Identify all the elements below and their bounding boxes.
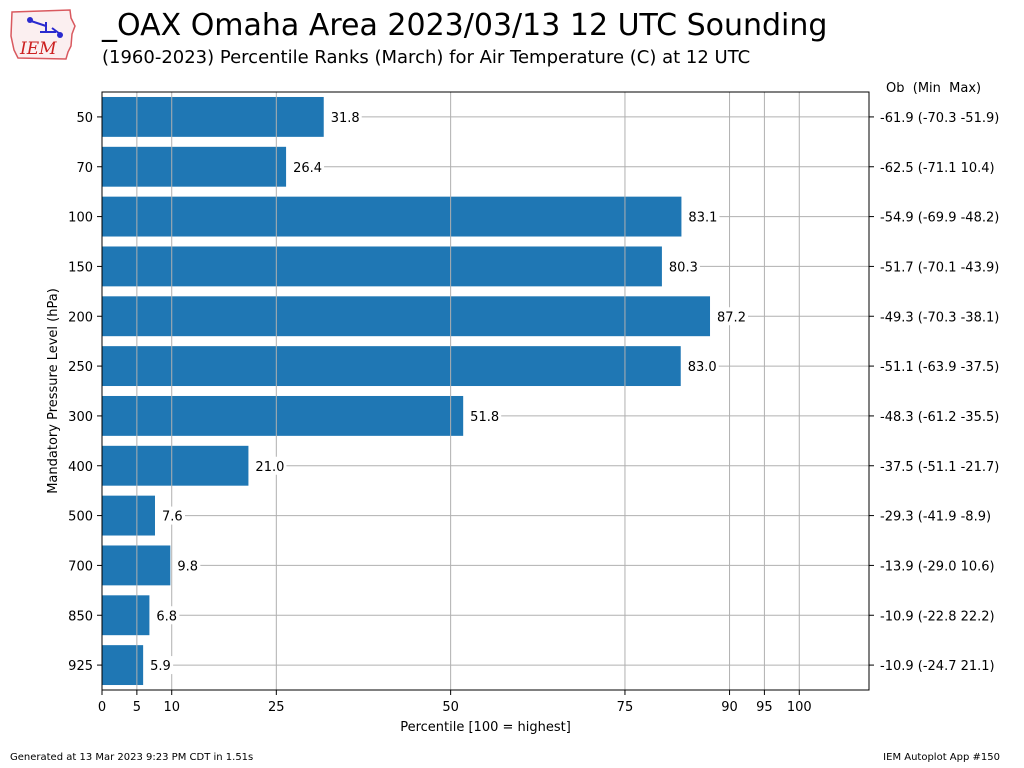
plot-frame <box>101 91 870 691</box>
value-label: 6.8 <box>156 609 177 624</box>
y-axis-label: Mandatory Pressure Level (hPa) <box>46 288 61 494</box>
bar-150 <box>102 246 662 287</box>
bar-200 <box>102 296 711 337</box>
y-tick-label: 700 <box>68 559 93 574</box>
bar-70 <box>102 146 287 187</box>
value-label-bg <box>685 207 720 226</box>
logo-text: IEM <box>19 39 57 59</box>
y-tick-label: 400 <box>68 460 93 475</box>
x-tick-label: 90 <box>721 700 738 715</box>
value-label-bg <box>252 456 287 475</box>
x-tick-label: 5 <box>133 700 141 715</box>
right-column-header: Ob (Min Max) <box>886 81 981 96</box>
value-label-bg <box>467 406 502 425</box>
app-id: IEM Autoplot App #150 <box>883 752 1000 763</box>
right-label: -51.1 (-63.9 -37.5) <box>880 360 999 375</box>
right-label: -51.7 (-70.1 -43.9) <box>880 260 999 275</box>
value-label: 9.8 <box>177 559 198 574</box>
value-label: 21.0 <box>255 460 284 475</box>
right-label: -61.9 (-70.3 -51.9) <box>880 111 999 126</box>
value-label-bg <box>665 257 700 276</box>
chart-title: _OAX Omaha Area 2023/03/13 12 UTC Soundi… <box>102 8 828 43</box>
value-label: 5.9 <box>150 659 171 674</box>
value-label: 7.6 <box>162 510 183 525</box>
y-tick-label: 925 <box>68 659 93 674</box>
bar-400 <box>102 445 249 486</box>
value-label-bg <box>153 606 180 625</box>
chart-subtitle: (1960-2023) Percentile Ranks (March) for… <box>102 47 751 68</box>
right-label: -54.9 (-69.9 -48.2) <box>880 211 999 226</box>
value-label: 26.4 <box>293 161 322 176</box>
y-tick-label: 150 <box>68 260 93 275</box>
y-tick-label: 300 <box>68 410 93 425</box>
value-label: 80.3 <box>669 260 698 275</box>
x-tick-label: 95 <box>756 700 773 715</box>
bar-850 <box>102 595 150 636</box>
bar-50 <box>102 96 324 137</box>
value-label-bg <box>158 506 185 525</box>
right-label: -29.3 (-41.9 -8.9) <box>880 510 991 525</box>
value-label-bg <box>147 656 174 675</box>
iowa-state-outline-icon: IEM <box>10 9 76 60</box>
value-label: 51.8 <box>470 410 499 425</box>
x-axis-label: Percentile [100 = highest] <box>400 720 571 735</box>
bar-300 <box>102 395 464 436</box>
generated-timestamp: Generated at 13 Mar 2023 9:23 PM CDT in … <box>10 752 254 763</box>
y-tick-label: 50 <box>76 111 93 126</box>
value-label: 83.1 <box>688 211 717 226</box>
x-tick-label: 0 <box>98 700 106 715</box>
right-label: -49.3 (-70.3 -38.1) <box>880 310 999 325</box>
y-tick-label: 200 <box>68 310 93 325</box>
x-tick-label: 10 <box>163 700 180 715</box>
value-label: 87.2 <box>717 310 746 325</box>
bar-100 <box>102 196 682 237</box>
value-label: 31.8 <box>331 111 360 126</box>
value-label-bg <box>174 556 201 575</box>
right-label: -13.9 (-29.0 10.6) <box>880 559 995 574</box>
right-label: -10.9 (-22.8 22.2) <box>880 609 995 624</box>
bar-700 <box>102 545 171 586</box>
bar-925 <box>102 645 144 686</box>
value-label-bg <box>290 157 325 176</box>
value-label-bg <box>714 307 749 326</box>
value-label: 83.0 <box>688 360 717 375</box>
x-tick-label: 25 <box>268 700 285 715</box>
bar-250 <box>102 346 681 387</box>
right-label: -10.9 (-24.7 21.1) <box>880 659 995 674</box>
right-label: -62.5 (-71.1 10.4) <box>880 161 995 176</box>
y-tick-label: 100 <box>68 211 93 226</box>
right-label: -37.5 (-51.1 -21.7) <box>880 460 999 475</box>
x-tick-label: 100 <box>787 700 812 715</box>
y-tick-label: 250 <box>68 360 93 375</box>
iem-logo: IEM <box>8 6 78 66</box>
x-tick-label: 50 <box>442 700 459 715</box>
value-label-bg <box>684 357 719 376</box>
y-tick-label: 500 <box>68 510 93 525</box>
value-label-bg <box>327 107 362 126</box>
right-label: -48.3 (-61.2 -35.5) <box>880 410 999 425</box>
y-tick-label: 850 <box>68 609 93 624</box>
x-tick-label: 75 <box>617 700 634 715</box>
bar-500 <box>102 495 155 536</box>
y-tick-label: 70 <box>76 161 93 176</box>
